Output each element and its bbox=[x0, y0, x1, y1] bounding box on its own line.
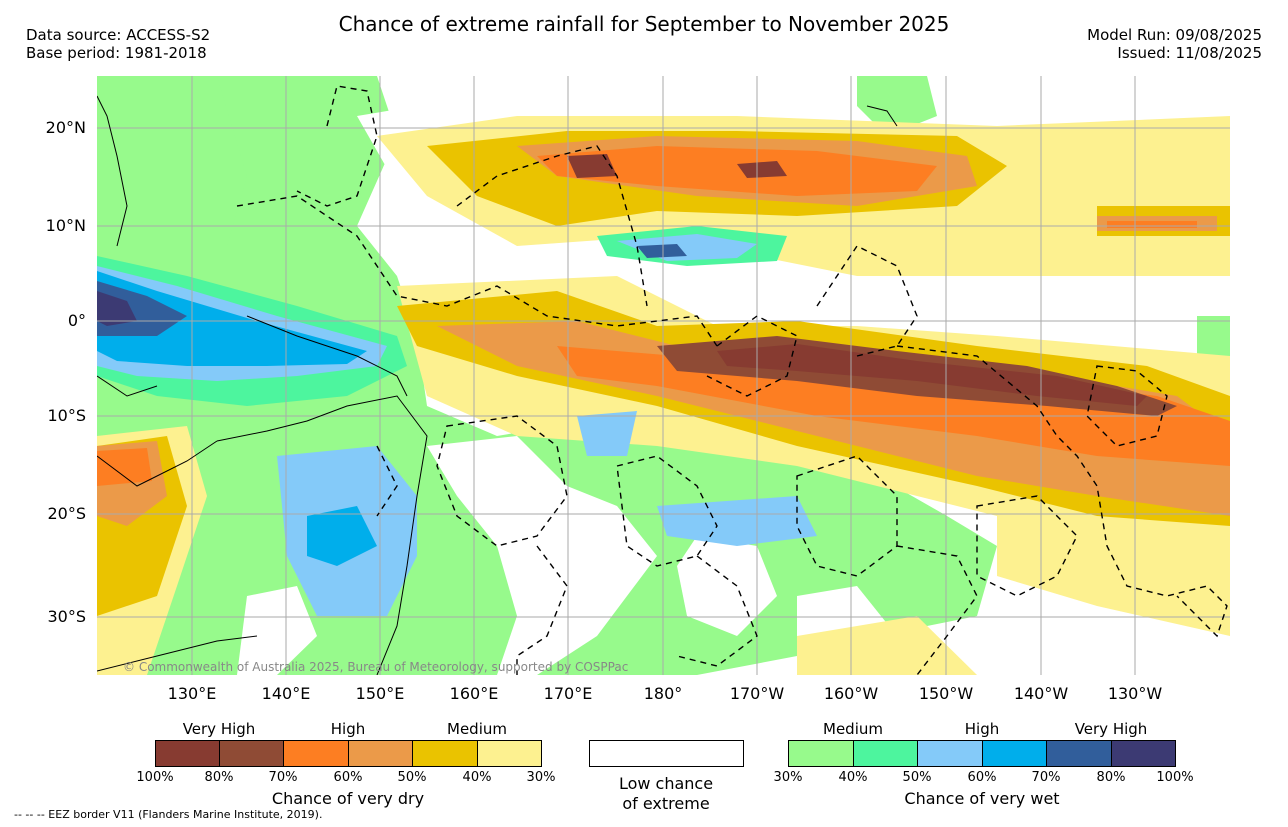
neutral-legend-caption: Low chance of extreme bbox=[566, 774, 766, 814]
wet-tick: 80% bbox=[1096, 770, 1126, 785]
wet-tick: 70% bbox=[1031, 770, 1061, 785]
dry-swatch-4 bbox=[348, 740, 413, 767]
wet-tick: 100% bbox=[1156, 770, 1194, 785]
wet-swatch-6 bbox=[1111, 740, 1176, 767]
dry-swatch-3 bbox=[283, 740, 349, 767]
dry-tick: 100% bbox=[136, 770, 174, 785]
issued-text: Issued: 11/08/2025 bbox=[1117, 44, 1262, 62]
neutral-caption-line1: Low chance bbox=[618, 774, 714, 793]
lat-label-10s: 10°S bbox=[47, 406, 86, 425]
dry-swatch-1 bbox=[155, 740, 220, 767]
data-source-text: Data source: ACCESS-S2 bbox=[26, 26, 211, 44]
map-title: Chance of extreme rainfall for September… bbox=[338, 12, 950, 36]
wet-swatch-3 bbox=[917, 740, 983, 767]
base-period-text: Base period: 1981-2018 bbox=[26, 44, 207, 62]
data-source-info: Data source: ACCESS-S2 Base period: 1981… bbox=[26, 26, 210, 62]
wet-swatch-4 bbox=[982, 740, 1047, 767]
wet-tick: 40% bbox=[838, 770, 868, 785]
dry-tick: 30% bbox=[526, 770, 556, 785]
dry-very-high-areas bbox=[567, 154, 1177, 416]
dry-level-medium: Medium bbox=[447, 720, 507, 738]
wet-tick: 50% bbox=[902, 770, 932, 785]
map-credit: © Commonwealth of Australia 2025, Bureau… bbox=[123, 660, 629, 674]
dry-tick: 70% bbox=[268, 770, 298, 785]
lon-label-130w: 130°W bbox=[1107, 684, 1163, 703]
lat-label-20n: 20°N bbox=[45, 118, 86, 137]
wet-swatch-5 bbox=[1046, 740, 1112, 767]
lat-label-10n: 10°N bbox=[45, 216, 86, 235]
lat-label-20s: 20°S bbox=[47, 504, 86, 523]
lon-label-150e: 150°E bbox=[355, 684, 405, 703]
dry-tick: 50% bbox=[397, 770, 427, 785]
lat-label-0: 0° bbox=[67, 311, 86, 330]
wet-level-very-high: Very High bbox=[1074, 720, 1148, 738]
wet-tick: 60% bbox=[967, 770, 997, 785]
lon-label-170e: 170°E bbox=[543, 684, 593, 703]
dry-legend-caption: Chance of very dry bbox=[271, 789, 425, 808]
wet-swatch-1 bbox=[788, 740, 854, 767]
wet-tick: 30% bbox=[773, 770, 803, 785]
lon-label-150w: 150°W bbox=[918, 684, 974, 703]
dry-level-high: High bbox=[330, 720, 366, 738]
graticule bbox=[97, 76, 1230, 675]
model-run-info: Model Run: 09/08/2025 Issued: 11/08/2025 bbox=[1087, 26, 1262, 62]
wet-swatch-2 bbox=[853, 740, 918, 767]
lon-label-170w: 170°W bbox=[729, 684, 785, 703]
wet-legend-caption: Chance of very wet bbox=[904, 789, 1060, 808]
neutral-swatch bbox=[589, 740, 744, 767]
coastlines bbox=[96, 95, 898, 676]
lon-label-160e: 160°E bbox=[449, 684, 499, 703]
eez-borders bbox=[236, 85, 1228, 676]
dry-level-very-high: Very High bbox=[182, 720, 256, 738]
dry-tick: 80% bbox=[204, 770, 234, 785]
dry-tick: 60% bbox=[333, 770, 363, 785]
dry-tick: 40% bbox=[462, 770, 492, 785]
lon-label-180: 180° bbox=[643, 684, 683, 703]
wet-level-medium: Medium bbox=[823, 720, 883, 738]
dry-swatch-5 bbox=[412, 740, 478, 767]
model-run-text: Model Run: 09/08/2025 bbox=[1087, 26, 1262, 44]
neutral-caption-line2: of extreme bbox=[622, 794, 710, 813]
wet-level-high: High bbox=[964, 720, 1000, 738]
rainfall-map-canvas bbox=[96, 76, 1230, 676]
dry-swatch-6 bbox=[477, 740, 542, 767]
lon-label-140w: 140°W bbox=[1013, 684, 1069, 703]
lon-label-140e: 140°E bbox=[261, 684, 311, 703]
rainfall-map bbox=[96, 76, 1230, 676]
dry-high-areas bbox=[97, 146, 1230, 486]
lat-label-30s: 30°S bbox=[47, 607, 86, 626]
dry-swatch-2 bbox=[219, 740, 284, 767]
lon-label-160w: 160°W bbox=[823, 684, 879, 703]
wet-high-areas bbox=[97, 226, 817, 616]
eez-footnote: -- -- -- EEZ border V11 (Flanders Marine… bbox=[14, 808, 323, 821]
lon-label-130e: 130°E bbox=[167, 684, 217, 703]
